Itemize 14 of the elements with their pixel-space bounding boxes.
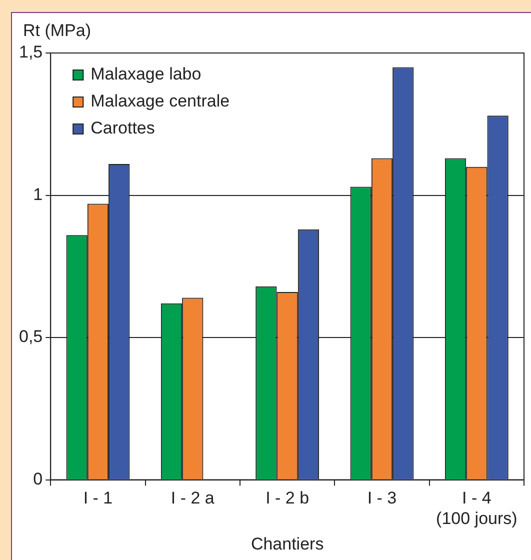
y-tick-label: 1 <box>33 184 43 204</box>
y-tick-label: 0,5 <box>18 327 43 346</box>
x-tick-label: I - 1 <box>83 488 113 508</box>
y-tick-label: 1,5 <box>18 42 43 62</box>
legend-label: Malaxage labo <box>90 64 202 84</box>
x-tick-label: I - 3 <box>367 488 397 508</box>
x-tick-label: I - 2 a <box>170 488 215 508</box>
legend-label: Carottes <box>90 118 155 138</box>
x-axis-title: Chantiers <box>250 534 324 554</box>
y-axis-title: Rt (MPa) <box>23 21 91 40</box>
x-tick-label: I - 4 (100 jours) <box>436 488 518 528</box>
y-tick-label: 0 <box>33 469 43 488</box>
x-tick-label: I - 2 b <box>266 488 310 508</box>
legend-label: Malaxage centrale <box>90 92 230 111</box>
